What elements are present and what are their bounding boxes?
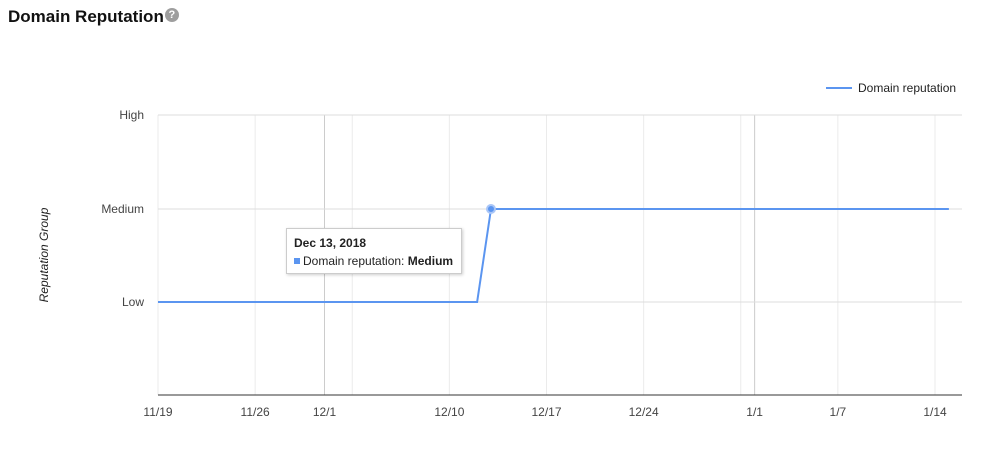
page-title: Domain Reputation?	[8, 7, 179, 27]
tooltip-date: Dec 13, 2018	[294, 236, 367, 250]
series-swatch-icon	[294, 258, 300, 264]
x-tick-label: 12/24	[629, 405, 659, 419]
legend-label: Domain reputation	[858, 81, 956, 95]
highlighted-point	[486, 204, 496, 214]
x-tick-label: 11/19	[143, 405, 172, 419]
tooltip-series: Domain reputation:	[303, 254, 405, 268]
x-tick-label: 1/7	[830, 405, 847, 419]
tooltip: Dec 13, 2018 Domain reputation: Medium	[286, 228, 463, 274]
x-tick-label: 1/1	[746, 405, 763, 419]
x-tick-label: 1/14	[923, 405, 947, 419]
x-tick-label: 12/10	[434, 405, 464, 419]
tooltip-value: Medium	[407, 254, 454, 268]
title-text: Domain Reputation	[8, 7, 164, 26]
y-tick-label: Low	[122, 295, 144, 309]
y-tick-label: Medium	[101, 202, 144, 216]
x-tick-label: 11/26	[241, 405, 270, 419]
x-tick-label: 12/17	[531, 405, 561, 419]
x-tick-label: 12/1	[313, 405, 337, 419]
series-line	[158, 208, 949, 303]
y-tick-label: High	[119, 108, 144, 122]
help-icon[interactable]: ?	[164, 8, 179, 22]
y-axis-label: Reputation Group	[37, 207, 51, 302]
